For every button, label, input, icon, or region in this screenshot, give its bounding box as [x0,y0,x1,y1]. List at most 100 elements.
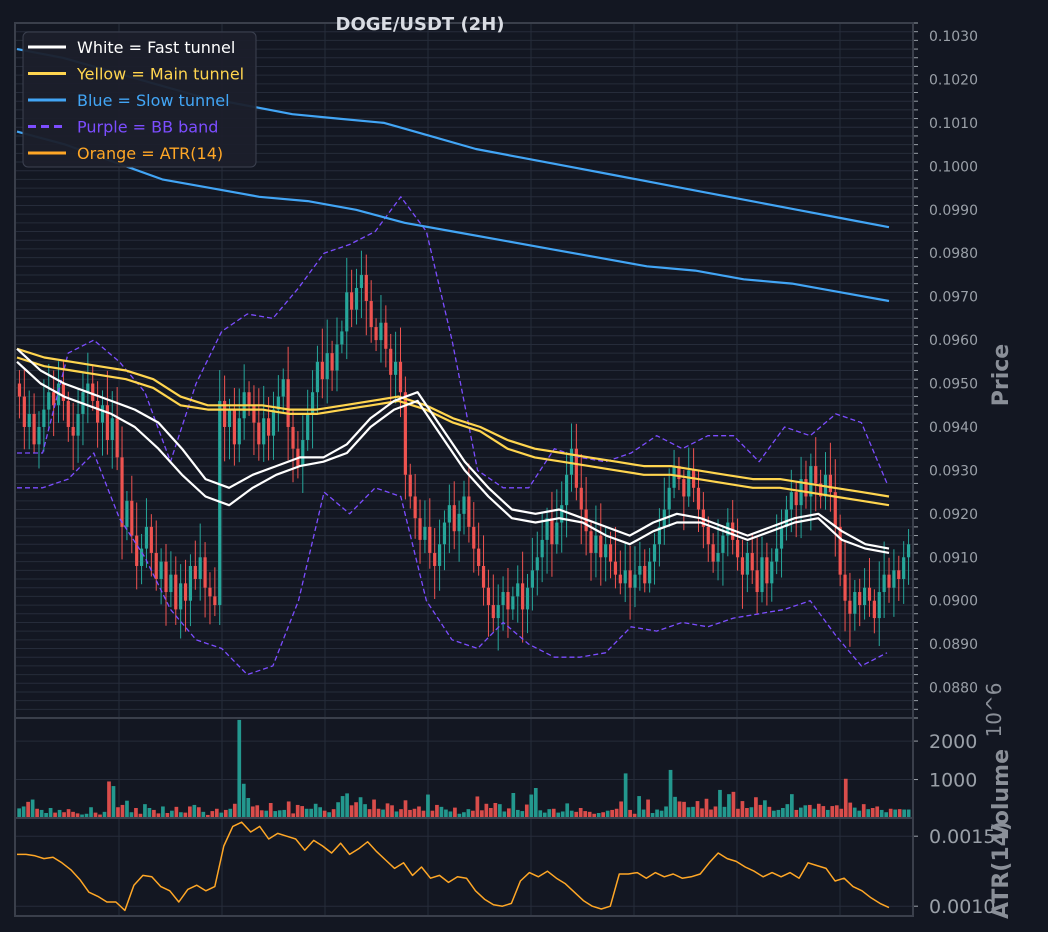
candle-body [306,413,310,440]
volume-bar [610,809,614,818]
volume-bar [637,796,641,818]
volume-bar [35,808,39,818]
volume-bar [120,804,125,818]
atr-line [17,821,890,912]
candle-body [213,596,217,606]
candle-body [61,383,66,401]
volume-tick-label: 1000 [929,770,977,792]
volume-bar [816,803,821,818]
volume-bar [80,814,84,818]
candle-body [433,552,437,566]
candle-body [183,583,188,601]
candle-body [755,570,759,593]
candle-body [784,509,789,527]
volume-bar [587,811,592,818]
bb-lower-line [17,452,888,676]
candle-body [447,505,451,523]
candle-body [232,409,236,445]
volume-bar [237,719,242,818]
candle-body [227,409,232,427]
candle-body [613,561,618,575]
volume-axis-label: Volume [989,749,1014,841]
volume-bar [44,813,48,818]
volume-bar [480,810,484,818]
volume-bar [273,811,278,818]
candle-body [677,466,681,480]
volume-bar [138,813,143,818]
candle-body [27,413,31,427]
candle-body [555,522,559,545]
candle-body [506,592,510,610]
candle-body [682,479,686,497]
volume-bar [897,809,902,818]
candle-body [814,466,818,484]
volume-bar [695,801,700,818]
candle-body [437,544,442,566]
price-tick-label: 0.0990 [929,203,978,219]
volume-bar [412,808,417,818]
volume-bar [825,809,830,818]
candle-body [22,396,26,427]
main-tunnel-upper-line [16,347,890,498]
candle-body [623,570,627,584]
candle-body [193,565,197,579]
volume-bar [125,800,129,818]
candle-body [301,440,305,467]
volume-bar [152,809,156,818]
candle-body [569,448,574,475]
candle-body [765,557,769,584]
candle-body [589,531,593,553]
volume-bar [574,811,579,818]
volume-bar [659,810,664,818]
volume-bar [798,807,803,818]
candle-body [320,361,324,380]
volume-bar [390,805,394,818]
candle-body [696,487,701,510]
legend-label: Blue = Slow tunnel [77,91,230,110]
candle-body [115,418,119,458]
candle-body [833,492,837,527]
candle-body [159,561,163,579]
volume-bar [569,810,574,818]
candle-body [110,418,114,440]
volume-bar [803,805,808,818]
candle-body [350,292,354,310]
volume-bar [170,810,174,818]
volume-bar [116,807,120,818]
volume-bar [596,813,601,818]
price-tick-label: 0.0920 [929,507,978,523]
volume-bar [848,802,853,818]
volume-bar [336,802,340,818]
volume-bar [691,806,695,818]
volume-bar [592,813,597,818]
volume-bar [781,808,785,818]
bb-upper-line [17,196,888,489]
candle-body [887,574,891,588]
volume-bar [156,813,161,818]
candle-body [579,487,583,510]
volume-bar [736,808,740,818]
volume-bar [754,797,758,818]
candle-body [330,353,334,371]
volume-scale-label: 10^6 [982,683,1006,738]
price-tick-label: 0.0960 [929,333,978,349]
candle-body [374,327,378,341]
volume-bar [134,808,138,818]
volume-bar [376,808,381,818]
atr-tick-label: 0.0010 [929,896,995,918]
price-tick-label: 0.0910 [929,550,978,566]
candle-body [638,565,642,575]
candle-body [843,574,847,601]
candle-body [574,448,578,488]
volume-bar [147,808,152,818]
volume-bar [601,812,606,818]
candle-body [853,592,857,614]
volume-bar [551,808,556,818]
volume-bar [394,811,399,818]
candle-body [310,392,315,414]
candle-body [535,557,539,571]
candle-body [540,539,544,558]
volume-bar [506,808,511,818]
candle-body [340,331,344,345]
volume-bar [421,810,426,818]
